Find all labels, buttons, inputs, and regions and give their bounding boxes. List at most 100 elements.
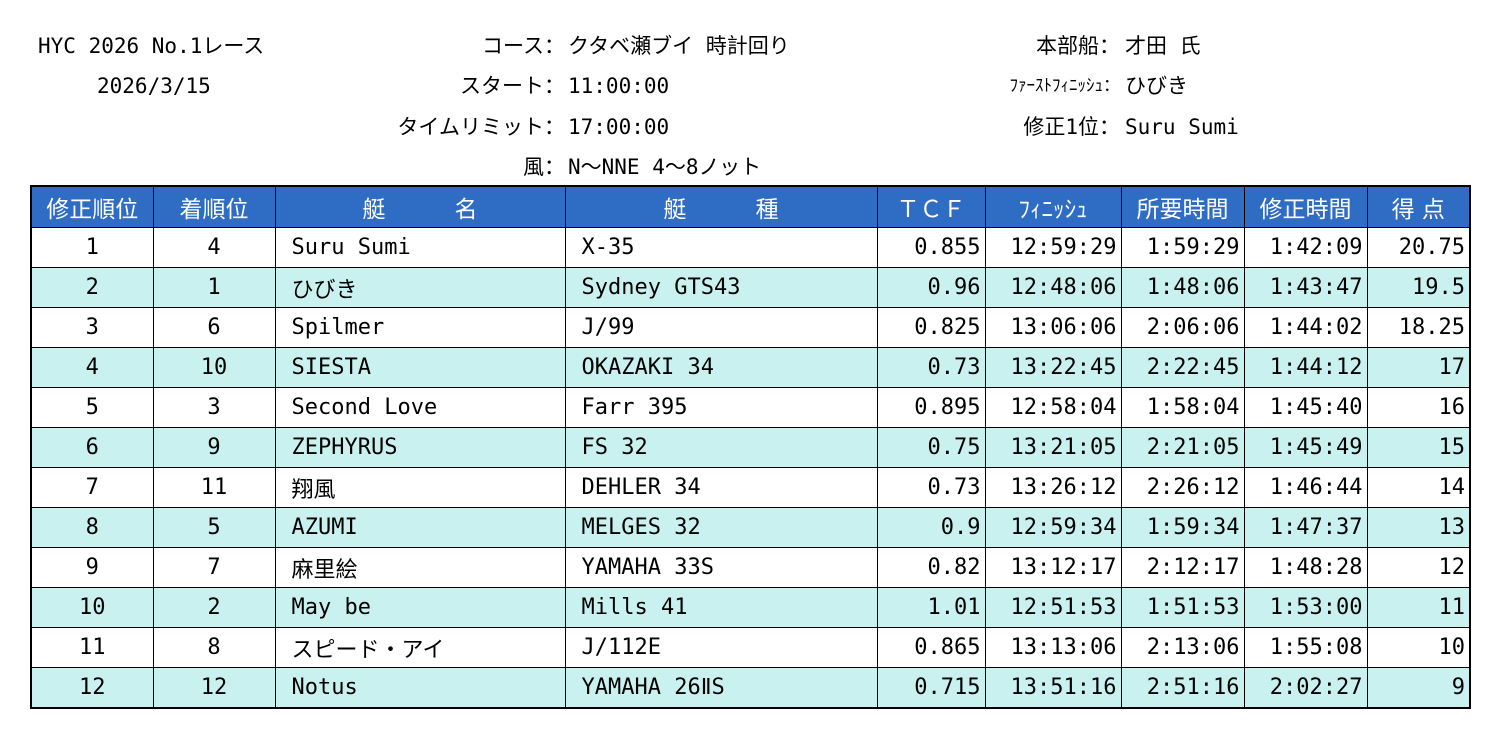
cell-boat-type: J/112E (564, 627, 878, 668)
cell-corrected-time: 1:55:08 (1243, 627, 1368, 668)
cell-boat-name: スピード・アイ (274, 627, 566, 668)
cell-boat-type: MELGES 32 (564, 507, 878, 548)
cell-elapsed-time: 2:22:45 (1120, 347, 1245, 388)
cell-corrected-time: 2:02:27 (1243, 667, 1368, 709)
cell-finish-time: 12:59:29 (984, 227, 1122, 268)
cell-finish-time: 13:22:45 (984, 347, 1122, 388)
col-header-elapsed-time: 所要時間 (1120, 185, 1245, 228)
cell-corrected-time: 1:44:02 (1243, 307, 1368, 348)
cell-finish-order: 6 (152, 307, 276, 348)
cell-finish-order: 5 (152, 507, 276, 548)
cell-boat-name: Spilmer (274, 307, 566, 348)
cell-corrected-time: 1:48:28 (1243, 547, 1368, 588)
cell-points: 18.25 (1366, 307, 1471, 348)
cell-elapsed-time: 1:59:34 (1120, 507, 1245, 548)
cell-boat-name: ZEPHYRUS (274, 427, 566, 468)
cell-boat-name: 翔風 (274, 467, 566, 508)
table-row: 7 11 翔風 DEHLER 34 0.73 13:26:12 2:26:12 1:46:44… (30, 467, 1471, 508)
cell-boat-name: ひびき (274, 267, 566, 308)
cell-boat-name: May be (274, 587, 566, 628)
cell-corrected-rank: 1 (30, 227, 154, 268)
cell-finish-order: 9 (152, 427, 276, 468)
start-value: 11:00:00 (568, 74, 670, 98)
cell-corrected-rank: 2 (30, 267, 154, 308)
first-finish-label: ﾌｧｰｽﾄﾌｨﾆｯｼｭ： (1009, 76, 1121, 96)
cell-tcf: 0.855 (876, 227, 986, 268)
table-row: 8 5 AZUMI MELGES 32 0.9 12:59:34 1:59:34 1:47:3… (30, 507, 1471, 548)
cell-finish-order: 3 (152, 387, 276, 428)
cell-finish-order: 11 (152, 467, 276, 508)
cell-boat-type: J/99 (564, 307, 878, 348)
hq-boat-value: 才田 氏 (1125, 34, 1201, 58)
cell-elapsed-time: 1:58:04 (1120, 387, 1245, 428)
table-row: 5 3 Second Love Farr 395 0.895 12:58:04 1:58:0… (30, 387, 1471, 428)
cell-tcf: 0.73 (876, 467, 986, 508)
cell-corrected-rank: 11 (30, 627, 154, 668)
cell-corrected-rank: 5 (30, 387, 154, 428)
cell-finish-order: 12 (152, 667, 276, 709)
cell-boat-type: Sydney GTS43 (564, 267, 878, 308)
cell-tcf: 0.715 (876, 667, 986, 709)
table-row: 9 7 麻里絵 YAMAHA 33S 0.82 13:12:17 2:12:17 1:48:2… (30, 547, 1471, 588)
wind-label: 風： (523, 155, 565, 179)
cell-finish-time: 13:06:06 (984, 307, 1122, 348)
cell-points: 9 (1366, 667, 1471, 709)
cell-elapsed-time: 2:12:17 (1120, 547, 1245, 588)
cell-elapsed-time: 1:59:29 (1120, 227, 1245, 268)
cell-boat-type: DEHLER 34 (564, 467, 878, 508)
cell-tcf: 0.865 (876, 627, 986, 668)
cell-boat-type: FS 32 (564, 427, 878, 468)
cell-boat-name: Suru Sumi (274, 227, 566, 268)
cell-corrected-rank: 9 (30, 547, 154, 588)
cell-points: 19.5 (1366, 267, 1471, 308)
hq-boat-label: 本部船： (1036, 34, 1120, 58)
cell-boat-type: YAMAHA 26ⅡS (564, 667, 878, 709)
cell-elapsed-time: 2:51:16 (1120, 667, 1245, 709)
cell-tcf: 1.01 (876, 587, 986, 628)
cell-boat-type: YAMAHA 33S (564, 547, 878, 588)
cell-finish-order: 8 (152, 627, 276, 668)
cell-points: 13 (1366, 507, 1471, 548)
corrected-first-value: Suru Sumi (1125, 115, 1239, 139)
table-row: 4 10 SIESTA OKAZAKI 34 0.73 13:22:45 2:22:45 1:… (30, 347, 1471, 388)
cell-corrected-time: 1:42:09 (1243, 227, 1368, 268)
table-row: 2 1 ひびき Sydney GTS43 0.96 12:48:06 1:48:06 1:43… (30, 267, 1471, 308)
cell-elapsed-time: 2:06:06 (1120, 307, 1245, 348)
timelimit-value: 17:00:00 (568, 115, 670, 139)
cell-boat-name: AZUMI (274, 507, 566, 548)
cell-corrected-rank: 8 (30, 507, 154, 548)
course-label: コース： (482, 34, 565, 58)
cell-corrected-time: 1:45:49 (1243, 427, 1368, 468)
cell-tcf: 0.82 (876, 547, 986, 588)
cell-boat-type: X-35 (564, 227, 878, 268)
cell-finish-time: 13:13:06 (984, 627, 1122, 668)
table-row: 6 9 ZEPHYRUS FS 32 0.75 13:21:05 2:21:05 1:45:4… (30, 427, 1471, 468)
cell-points: 10 (1366, 627, 1471, 668)
cell-boat-name: 麻里絵 (274, 547, 566, 588)
col-header-finish-order: 着順位 (152, 185, 276, 228)
start-label: スタート： (460, 74, 565, 98)
cell-corrected-time: 1:47:37 (1243, 507, 1368, 548)
cell-finish-time: 12:51:53 (984, 587, 1122, 628)
cell-corrected-rank: 7 (30, 467, 154, 508)
cell-boat-type: Mills 41 (564, 587, 878, 628)
race-date: 2026/3/15 (97, 74, 211, 98)
cell-points: 11 (1366, 587, 1471, 628)
cell-tcf: 0.96 (876, 267, 986, 308)
cell-tcf: 0.825 (876, 307, 986, 348)
cell-corrected-rank: 10 (30, 587, 154, 628)
table-row: 12 12 Notus YAMAHA 26ⅡS 0.715 13:51:16 2:51:16… (30, 667, 1471, 709)
col-header-boat-type: 艇 種 (564, 185, 878, 228)
cell-boat-name: SIESTA (274, 347, 566, 388)
table-header-row: 修正順位 着順位 艇 名 艇 種 ＴＣＦ ﾌｨﾆｯｼｭ 所要時間 修正時間 得 … (30, 185, 1471, 228)
col-header-corrected-time: 修正時間 (1243, 185, 1368, 228)
cell-finish-order: 1 (152, 267, 276, 308)
cell-elapsed-time: 1:51:53 (1120, 587, 1245, 628)
cell-points: 14 (1366, 467, 1471, 508)
cell-boat-name: Notus (274, 667, 566, 709)
first-finish-value: ひびき (1125, 74, 1188, 98)
course-value: クタベ瀬ブイ 時計回り (568, 34, 790, 58)
cell-tcf: 0.895 (876, 387, 986, 428)
cell-finish-time: 12:59:34 (984, 507, 1122, 548)
cell-points: 15 (1366, 427, 1471, 468)
